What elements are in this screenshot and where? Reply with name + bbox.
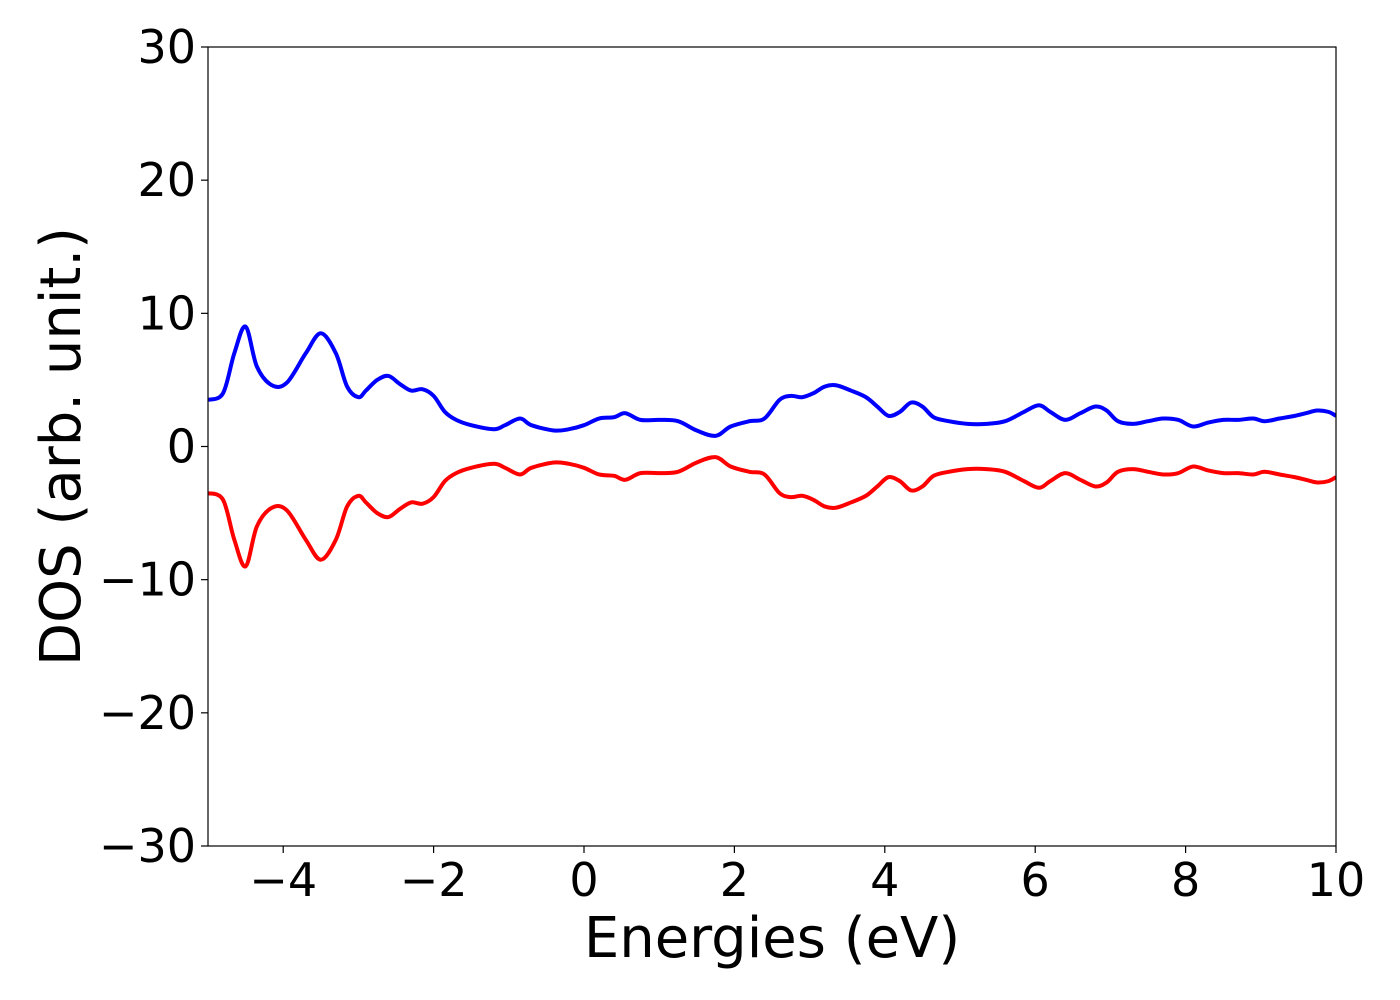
y-tick-label: −10 (99, 553, 196, 607)
x-tick-label: 2 (720, 853, 749, 907)
y-axis-title: DOS (arb. unit.) (29, 227, 94, 666)
x-tick-label: −2 (400, 853, 468, 907)
x-tick-label: 6 (1021, 853, 1050, 907)
y-tick-label: −30 (99, 819, 196, 873)
x-tick-label: 4 (870, 853, 899, 907)
y-tick-label: 0 (167, 420, 196, 474)
y-tick-label: 10 (137, 286, 196, 340)
dos-spin-down-line (208, 455, 1336, 569)
dos-spin-up-line (208, 324, 1336, 438)
y-tick-label: 20 (137, 153, 196, 207)
x-tick-label: 8 (1171, 853, 1200, 907)
series-layer (208, 324, 1336, 569)
y-tick-label: −20 (99, 686, 196, 740)
y-tick-label: 30 (137, 20, 196, 74)
x-tick-label: −4 (249, 853, 317, 907)
x-axis-title: Energies (eV) (584, 906, 960, 971)
x-tick-label: 0 (569, 853, 598, 907)
x-tick-label: 10 (1307, 853, 1366, 907)
